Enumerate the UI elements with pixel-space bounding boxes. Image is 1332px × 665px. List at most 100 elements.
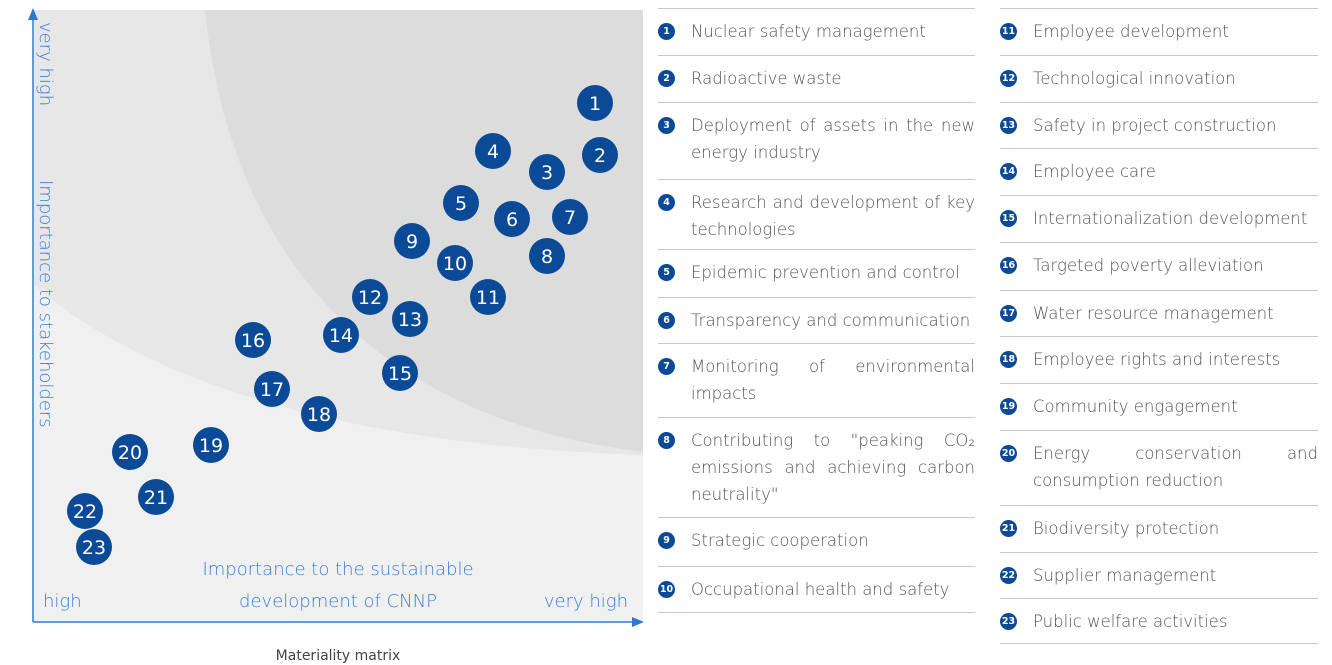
topic-label: Radioactive waste <box>691 69 842 88</box>
topic-item: 2 Radioactive waste <box>658 65 975 92</box>
bubble-number: 15 <box>388 363 412 385</box>
bubble <box>76 529 112 565</box>
topic-marker: 2 <box>658 70 675 87</box>
topic-marker: 6 <box>658 312 675 329</box>
separator <box>1000 55 1318 56</box>
topic-label: Research and development of key technolo… <box>691 193 975 239</box>
bubble-number: 18 <box>307 404 331 426</box>
topic-label: Monitoring of environmental impacts <box>691 357 975 403</box>
bubble <box>437 245 473 281</box>
separator <box>1000 598 1318 599</box>
topic-marker: 12 <box>1000 70 1017 87</box>
bubble-number: 16 <box>241 330 265 352</box>
topic-label: Supplier management <box>1033 566 1217 585</box>
topic-item: 18 Employee rights and interests <box>1000 346 1318 373</box>
topic-item: 3 Deployment of assets in the new energy … <box>658 112 975 166</box>
topic-label: Community engagement <box>1033 397 1238 416</box>
topic-marker: 17 <box>1000 305 1017 322</box>
topic-label: Nuclear safety management <box>691 22 926 41</box>
topic-label: Energy conservation and consumption redu… <box>1033 444 1318 490</box>
topic-label: Technological innovation <box>1033 69 1236 88</box>
bubble-number: 3 <box>541 162 553 184</box>
bubble-number: 4 <box>487 141 499 163</box>
separator <box>658 612 975 613</box>
bubble-number: 22 <box>73 501 97 523</box>
bubble-number: 2 <box>594 145 606 167</box>
topic-label: Safety in project construction <box>1033 116 1277 135</box>
bubble <box>352 279 388 315</box>
separator <box>1000 290 1318 291</box>
bubble <box>235 322 271 358</box>
separator <box>1000 148 1318 149</box>
separator <box>658 179 975 180</box>
separator <box>658 417 975 418</box>
bubble-number: 5 <box>455 193 467 215</box>
topic-marker: 23 <box>1000 613 1017 630</box>
bubble <box>577 85 613 121</box>
topic-marker: 14 <box>1000 163 1017 180</box>
bubble-number: 23 <box>82 537 106 559</box>
separator <box>1000 242 1318 243</box>
topic-marker: 19 <box>1000 398 1017 415</box>
bubble-number: 1 <box>589 93 601 115</box>
bubble <box>529 154 565 190</box>
topic-marker: 18 <box>1000 351 1017 368</box>
topic-label: Deployment of assets in the new energy i… <box>691 116 975 162</box>
topic-label: Internationalization development <box>1033 209 1308 228</box>
bubble-number: 19 <box>199 435 223 457</box>
separator <box>1000 195 1318 196</box>
topic-item: 22 Supplier management <box>1000 562 1318 589</box>
separator <box>1000 102 1318 103</box>
bubble-number: 11 <box>476 287 500 309</box>
bubble-number: 17 <box>260 379 284 401</box>
topic-item: 10 Occupational health and safety <box>658 576 975 603</box>
bubble <box>582 137 618 173</box>
bubble-number: 9 <box>406 231 418 253</box>
topic-item: 12 Technological innovation <box>1000 65 1318 92</box>
topic-marker: 9 <box>658 532 675 549</box>
topic-marker: 10 <box>658 581 675 598</box>
y-axis-title: Importance to stakeholders <box>35 180 56 428</box>
separator <box>1000 552 1318 553</box>
topic-label: Employee rights and interests <box>1033 350 1281 369</box>
topic-label: Strategic cooperation <box>691 531 869 550</box>
bubble <box>138 479 174 515</box>
topic-marker: 4 <box>658 194 675 211</box>
topic-label: Transparency and communication <box>691 311 971 330</box>
bubble <box>382 355 418 391</box>
bubble <box>529 238 565 274</box>
topic-item: 1 Nuclear safety management <box>658 18 975 45</box>
topic-item: 14 Employee care <box>1000 158 1318 185</box>
separator <box>658 517 975 518</box>
separator <box>658 8 975 9</box>
separator <box>1000 383 1318 384</box>
topic-item: 9 Strategic cooperation <box>658 527 975 554</box>
bubble <box>394 223 430 259</box>
topic-label: Targeted poverty alleviation <box>1033 256 1264 275</box>
x-axis-title: development of CNNP <box>239 591 437 612</box>
separator <box>658 102 975 103</box>
bubble-number: 6 <box>506 209 518 231</box>
topic-marker: 1 <box>658 23 675 40</box>
bubble <box>254 371 290 407</box>
topic-item: 16 Targeted poverty alleviation <box>1000 252 1318 279</box>
topic-marker: 11 <box>1000 23 1017 40</box>
bubble-number: 7 <box>564 207 576 229</box>
topic-item: 20 Energy conservation and consumption re… <box>1000 440 1318 494</box>
x-axis-title: Importance to the sustainable <box>202 559 473 580</box>
topic-item: 19 Community engagement <box>1000 393 1318 420</box>
topic-item: 11 Employee development <box>1000 18 1318 45</box>
bubble-number: 12 <box>358 287 382 309</box>
topic-marker: 5 <box>658 264 675 281</box>
bubble <box>494 201 530 237</box>
bubble-number: 8 <box>541 246 553 268</box>
separator <box>1000 8 1318 9</box>
bubble <box>443 185 479 221</box>
topic-marker: 16 <box>1000 257 1017 274</box>
bubble <box>67 493 103 529</box>
topic-item: 21 Biodiversity protection <box>1000 515 1318 542</box>
topic-marker: 21 <box>1000 520 1017 537</box>
separator <box>658 297 975 298</box>
x-right-label: very high <box>544 591 628 612</box>
